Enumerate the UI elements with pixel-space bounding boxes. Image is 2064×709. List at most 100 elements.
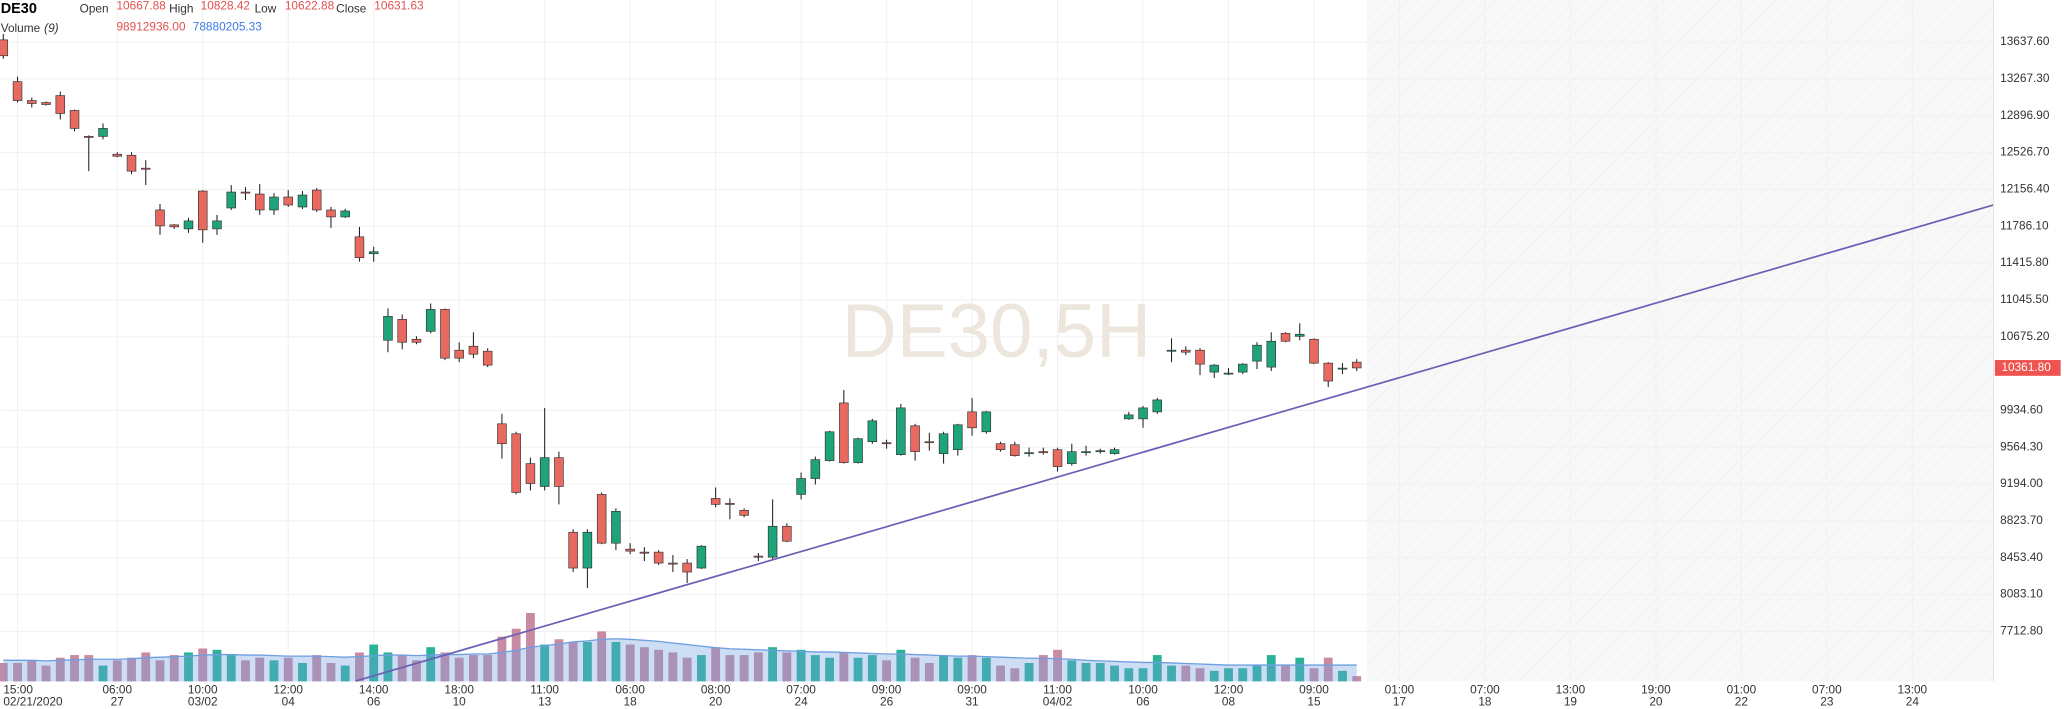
volume-bar	[639, 647, 649, 682]
volume-bar	[155, 660, 165, 682]
candle-body	[1294, 333, 1305, 337]
volume-value: 98912936.00	[116, 20, 185, 34]
volume-bar	[981, 657, 991, 682]
volume-bar	[1295, 657, 1305, 682]
candle-body	[169, 224, 179, 228]
x-tick-label: 09:00	[1299, 683, 1329, 697]
candle-body	[1323, 362, 1333, 382]
candle-body	[1280, 332, 1291, 342]
volume-bar	[696, 655, 706, 682]
candle-body	[981, 411, 992, 433]
volume-bar	[27, 660, 37, 682]
future-area	[1366, 0, 1994, 682]
volume-bar	[796, 649, 806, 682]
candle-body	[511, 433, 521, 493]
volume-bar	[483, 655, 493, 682]
candle-body	[668, 562, 678, 565]
volume-bar	[255, 657, 265, 682]
volume-bar	[383, 652, 393, 682]
x-tick-date: 24	[1906, 695, 1920, 709]
x-tick-date: 03/02	[188, 695, 218, 709]
candle-body	[525, 463, 536, 484]
candle-body	[55, 95, 66, 114]
watermark: DE30,5H	[842, 289, 1152, 374]
volume-bar	[226, 655, 236, 682]
legend: DE30 Open 10667.88 High 10828.42 Low 106…	[1, 0, 424, 35]
volume-bar	[1195, 668, 1205, 682]
candle-body	[411, 338, 422, 343]
candle-body	[1223, 372, 1234, 375]
x-tick-label: 06:00	[615, 683, 645, 697]
volume-label: Volume	[1, 21, 41, 35]
volume-bar	[1081, 662, 1091, 682]
x-tick-date: 31	[965, 695, 978, 709]
candle-body	[1195, 349, 1205, 365]
high-label: High	[169, 1, 193, 15]
volume-bar	[1138, 668, 1148, 682]
volume-bar	[84, 655, 94, 682]
candle-body	[967, 411, 977, 429]
volume-bar	[198, 648, 208, 682]
candle-body	[568, 531, 578, 569]
x-tick-date: 18	[1478, 695, 1492, 709]
candle-body	[995, 443, 1006, 451]
volume-bar	[682, 657, 692, 682]
candle-body	[226, 191, 236, 209]
x-tick-date: 10	[453, 695, 467, 709]
y-tick-label: 9194.00	[2000, 476, 2043, 490]
y-tick-label: 10675.20	[2000, 329, 2050, 343]
x-tick-label: 09:00	[957, 683, 987, 697]
x-tick-label: 07:00	[786, 683, 816, 697]
y-tick-label: 11786.10	[2000, 218, 2049, 232]
candle-body	[924, 441, 935, 444]
candle-body	[796, 478, 806, 495]
x-tick-label: 13:00	[1556, 683, 1586, 697]
candle-body	[554, 457, 564, 487]
volume-bar	[910, 657, 920, 682]
candle-body	[340, 210, 350, 218]
candle-body	[1337, 367, 1348, 370]
x-tick-date: 15	[1307, 695, 1321, 709]
x-tick-label: 01:00	[1385, 683, 1415, 697]
candle-body	[198, 190, 208, 231]
volume-bar	[283, 657, 293, 682]
x-tick-label: 06:00	[102, 683, 132, 697]
close-value: 10631.63	[374, 0, 424, 13]
volume-bar	[0, 662, 8, 682]
volume-bar	[98, 665, 108, 682]
candle-body	[12, 81, 23, 101]
volume-bar	[839, 652, 849, 682]
candle-body	[539, 457, 550, 487]
volume-bar	[1266, 655, 1276, 682]
candle-body	[767, 525, 778, 558]
volume-bar	[426, 647, 436, 682]
candle-body	[896, 407, 906, 455]
y-tick-label: 9564.30	[2000, 439, 2043, 453]
candle-body	[1024, 452, 1034, 455]
candle-body	[611, 511, 621, 544]
volume-bar	[753, 652, 763, 682]
candle-body	[0, 39, 9, 57]
candle-body	[653, 551, 664, 564]
y-tick-label: 13267.30	[2000, 71, 2050, 85]
candle-body	[283, 196, 293, 206]
candle-body	[1309, 338, 1319, 364]
candle-body	[824, 431, 835, 461]
candle-body	[1209, 364, 1220, 373]
y-tick-label: 9934.60	[2000, 403, 2043, 417]
candle-body	[84, 136, 94, 138]
y-tick-label: 11415.80	[2000, 255, 2049, 269]
y-tick-label: 12156.40	[2000, 182, 2050, 196]
volume-bar	[1167, 665, 1176, 682]
volume-bar	[540, 644, 550, 682]
candle-body	[397, 319, 407, 343]
volume-bar	[70, 655, 79, 682]
volume-bar	[41, 665, 51, 682]
x-tick-label: 09:00	[872, 683, 902, 697]
x-tick-date: 18	[624, 695, 638, 709]
volume-bar	[1152, 655, 1162, 682]
volume-bar	[212, 649, 222, 682]
y-tick-label: 8453.40	[2000, 550, 2043, 564]
volume-bar	[511, 628, 521, 682]
